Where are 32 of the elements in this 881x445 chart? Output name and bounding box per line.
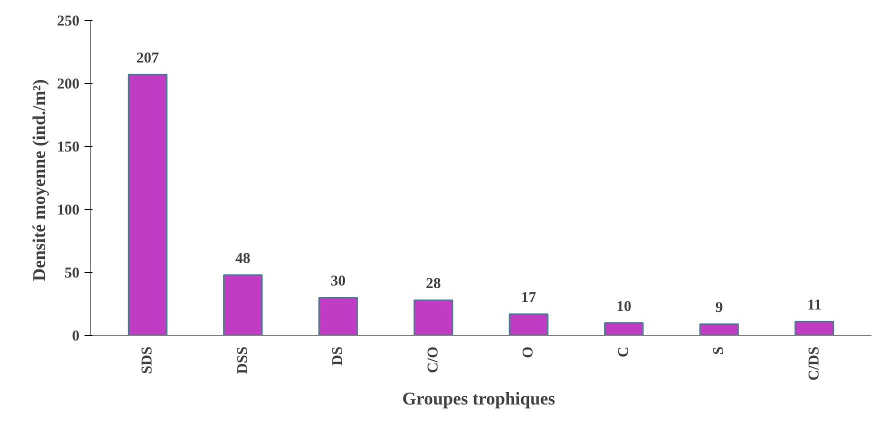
- x-tick-label: S: [711, 346, 728, 355]
- y-tick-label: 250: [57, 14, 80, 30]
- y-tick-label: 200: [57, 76, 80, 92]
- x-tick-label: C: [616, 346, 632, 358]
- x-tick-label: SDS: [140, 346, 156, 374]
- data-label: 30: [330, 274, 346, 290]
- bar: [318, 296, 358, 336]
- bar: [414, 299, 454, 336]
- data-label: 10: [616, 298, 632, 315]
- data-label: 17: [521, 290, 537, 306]
- y-tick-label: 50: [64, 266, 80, 282]
- bar: [604, 322, 644, 336]
- bar: [128, 74, 168, 336]
- bar: [508, 313, 548, 336]
- x-axis-title: Groupes trophiques: [402, 388, 556, 409]
- x-tick-label: DSS: [234, 346, 251, 374]
- x-tick-label: O: [520, 346, 537, 358]
- bar: [699, 323, 739, 336]
- data-label: 28: [426, 276, 441, 292]
- x-tick-label: C/DS: [806, 346, 822, 381]
- y-tick-label: 150: [57, 140, 80, 156]
- y-tick-label: 100: [57, 202, 80, 218]
- y-axis-title: Densité moyenne (ind./m²): [29, 79, 49, 282]
- data-label: 48: [235, 251, 250, 268]
- y-tick-label: 0: [72, 328, 80, 344]
- data-label: 207: [136, 50, 160, 67]
- data-label: 9: [715, 300, 723, 316]
- x-tick-label: DS: [330, 346, 346, 366]
- x-tick-label: C/O: [425, 346, 442, 374]
- bar: [223, 274, 263, 336]
- data-label: 11: [807, 298, 822, 314]
- bar: [794, 320, 834, 336]
